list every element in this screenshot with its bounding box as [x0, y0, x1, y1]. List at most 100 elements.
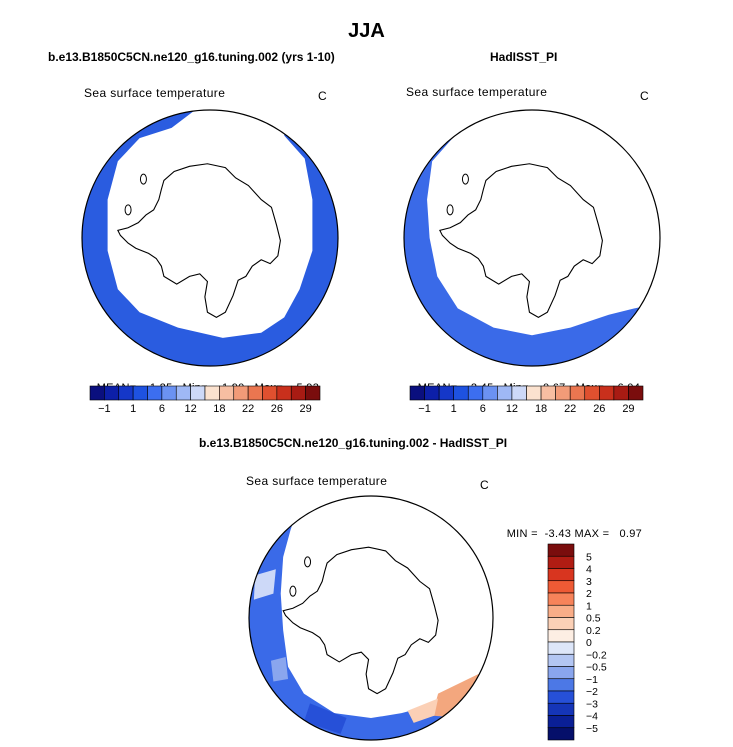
panel3-stats: MIN = -3.43 MAX = 0.97 [500, 516, 642, 540]
colorbar-swatch [547, 702, 575, 716]
sst-anomaly-patch [253, 569, 276, 600]
colorbar-tick-label: 29 [622, 403, 635, 415]
colorbar-swatch [204, 385, 220, 401]
colorbar-swatch [262, 385, 278, 401]
colorbar-swatch [547, 666, 575, 680]
colorbar-swatch [409, 385, 425, 401]
panel1-variable: Sea surface temperature [84, 86, 226, 100]
colorbar-swatch [290, 385, 306, 401]
panel1-subtitle: b.e13.B1850C5CN.ne120_g16.tuning.002 (yr… [48, 50, 335, 64]
colorbar-swatch [584, 385, 600, 401]
colorbar-level-label: −2 [586, 686, 598, 698]
panel1-colorbar-ticks: −1 1 6 12 18 22 26 29 [90, 403, 320, 417]
colorbar-tick-label: 18 [213, 403, 226, 415]
colorbar-level-label: 3 [586, 576, 592, 588]
colorbar-tick-label: 1 [130, 403, 137, 415]
colorbar-swatch [424, 385, 440, 401]
colorbar-swatch [161, 385, 177, 401]
map-border [403, 109, 661, 367]
colorbar-level-label: −1 [586, 674, 598, 686]
colorbar-swatch [190, 385, 206, 401]
colorbar-swatch [547, 580, 575, 594]
colorbar-swatch [547, 617, 575, 631]
colorbar-tick-label: 26 [593, 403, 606, 415]
antarctica-coastline [117, 163, 281, 318]
antarctica-coastline [282, 546, 439, 695]
island-outline [446, 204, 454, 216]
sst-anomaly-patch [270, 657, 289, 682]
panel2-colorbar [409, 385, 644, 401]
island-outline [461, 173, 469, 185]
colorbar-level-label: 0.2 [586, 625, 601, 637]
colorbar-swatch [547, 641, 575, 655]
island-outline [289, 585, 297, 597]
colorbar-level-label: 0.5 [586, 613, 601, 625]
colorbar-tick-label: 22 [564, 403, 577, 415]
colorbar-tick-label: 29 [299, 403, 312, 415]
colorbar-swatch [247, 385, 263, 401]
colorbar-swatch [89, 385, 105, 401]
colorbar-swatch [547, 543, 575, 557]
colorbar-tick-label: 12 [184, 403, 197, 415]
panel2-map [403, 109, 661, 367]
colorbar-swatch [547, 715, 575, 729]
panel1-map [81, 109, 339, 367]
colorbar-swatch [511, 385, 527, 401]
panel1-units: C [318, 89, 328, 103]
sst-anomaly-patch [303, 703, 347, 734]
colorbar-swatch [132, 385, 148, 401]
island-outline [124, 204, 132, 216]
colorbar-level-label: 5 [586, 551, 592, 563]
colorbar-swatch [482, 385, 498, 401]
colorbar-swatch [599, 385, 615, 401]
colorbar-swatch [526, 385, 542, 401]
colorbar-tick-label: −1 [418, 403, 431, 415]
colorbar-tick-label: 6 [158, 403, 165, 415]
colorbar-swatch [547, 604, 575, 618]
colorbar-swatch [497, 385, 513, 401]
colorbar-swatch [547, 678, 575, 692]
colorbar-tick-label: 22 [242, 403, 255, 415]
colorbar-level-label: −0.5 [586, 662, 607, 674]
colorbar-swatch [276, 385, 292, 401]
colorbar-swatch [547, 629, 575, 643]
map-border [248, 495, 494, 741]
map-border [81, 109, 339, 367]
colorbar-level-label: 1 [586, 600, 592, 612]
colorbar-level-label: −3 [586, 698, 598, 710]
panel3-variable: Sea surface temperature [246, 474, 388, 488]
figure-title: JJA [348, 20, 385, 42]
colorbar-swatch [613, 385, 629, 401]
colorbar-tick-label: 6 [479, 403, 486, 415]
sea-ice-region [404, 110, 660, 366]
colorbar-swatch [219, 385, 235, 401]
panel3-units: C [480, 478, 490, 492]
panel3-map [248, 495, 494, 741]
colorbar-swatch [628, 385, 644, 401]
colorbar-swatch [467, 385, 484, 401]
panel3-min-value: -3.43 [544, 528, 572, 540]
island-outline [139, 173, 147, 185]
panel3-max-value: 0.97 [619, 528, 643, 540]
colorbar-swatch [547, 727, 575, 741]
panel3-min-label: MIN = [506, 528, 538, 540]
colorbar-level-label: −4 [586, 711, 598, 723]
panel2-variable: Sea surface temperature [406, 85, 548, 99]
colorbar-swatch [547, 653, 575, 667]
colorbar-swatch [453, 385, 469, 401]
colorbar-swatch [547, 592, 575, 606]
colorbar-swatch [147, 385, 163, 401]
colorbar-swatch [569, 385, 586, 401]
panel3-max-label: MAX = [574, 528, 610, 540]
colorbar-swatch [233, 385, 249, 401]
panel1-colorbar [89, 385, 321, 401]
colorbar-tick-label: 26 [270, 403, 283, 415]
island-outline [304, 556, 312, 568]
panel2-subtitle: HadISST_PI [490, 50, 558, 64]
colorbar-tick-label: 12 [505, 403, 519, 415]
colorbar-swatch [175, 385, 191, 401]
colorbar-swatch [547, 568, 575, 582]
colorbar-swatch [104, 385, 120, 401]
colorbar-swatch [438, 385, 454, 401]
